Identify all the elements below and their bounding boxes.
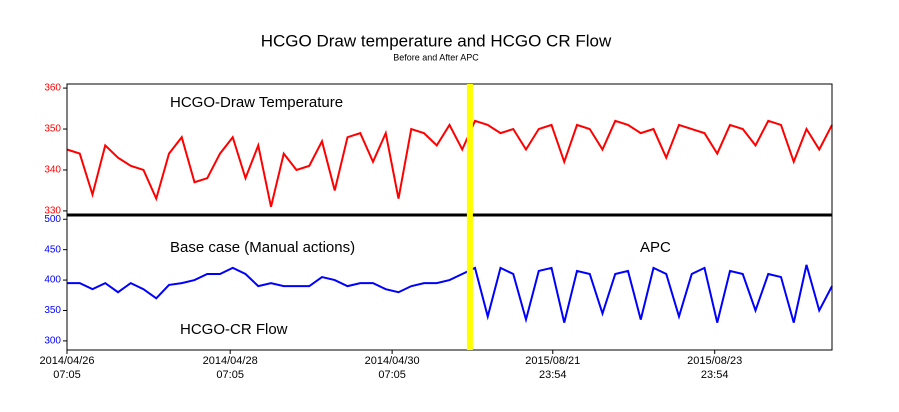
- y-tick-label: 360: [44, 83, 61, 94]
- annotation: HCGO-Draw Temperature: [170, 94, 343, 111]
- chart-title: HCGO Draw temperature and HCGO CR Flow: [261, 31, 612, 50]
- x-tick-label: 2014/04/26 07:05: [39, 355, 95, 381]
- chart-subtitle: Before and After APC: [393, 52, 479, 62]
- data-line: [66, 119, 833, 208]
- annotation: APC: [640, 239, 671, 256]
- y-tick-label: 330: [44, 206, 61, 217]
- y-tick-label: 350: [44, 305, 61, 316]
- x-tick-label: 2015/08/23 23:54: [687, 355, 743, 381]
- y-tick-label: 340: [44, 165, 61, 176]
- annotation: Base case (Manual actions): [170, 239, 355, 256]
- data-line: [67, 264, 833, 324]
- annotation: HCGO-CR Flow: [180, 321, 288, 338]
- x-tick-label: 2015/08/21 23:54: [525, 355, 581, 381]
- y-tick-label: 500: [44, 214, 61, 225]
- y-tick-label: 450: [44, 244, 61, 255]
- y-tick-label: 350: [44, 124, 61, 135]
- y-tick-label: 300: [44, 336, 61, 347]
- x-tick-label: 2014/04/28 07:05: [202, 355, 258, 381]
- x-tick-label: 2014/04/30 07:05: [364, 355, 420, 381]
- y-tick-label: 400: [44, 275, 61, 286]
